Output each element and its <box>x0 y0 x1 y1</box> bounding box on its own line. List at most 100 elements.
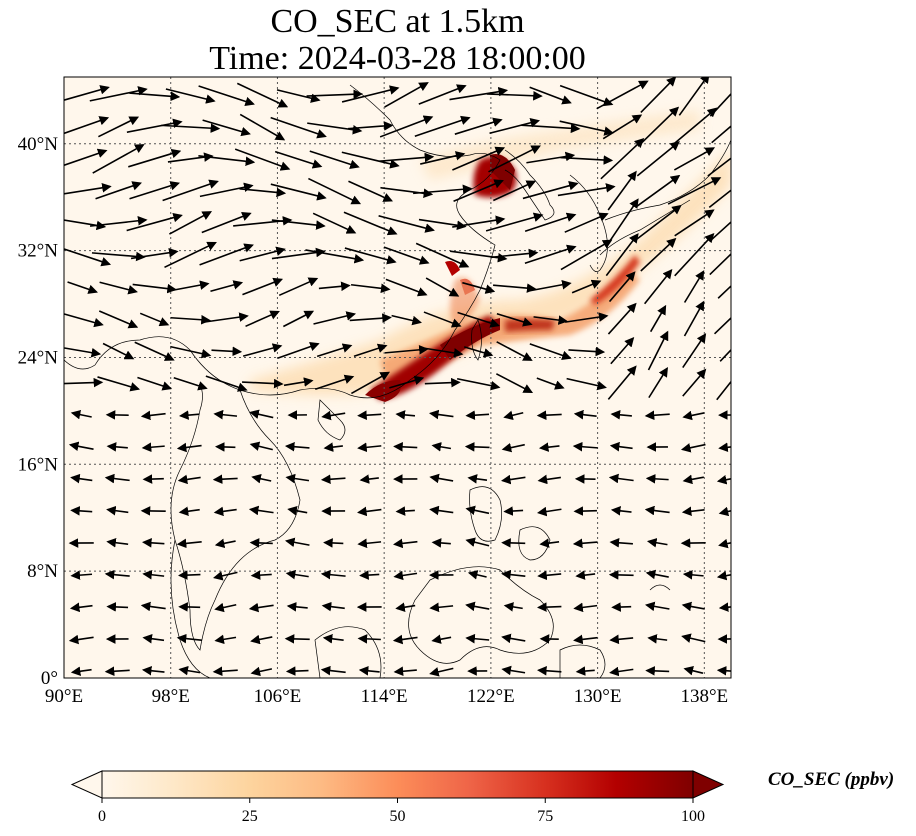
wind-vector <box>457 311 500 328</box>
wind-vector <box>393 538 418 549</box>
wind-vector <box>462 281 496 294</box>
wind-vector <box>503 602 523 612</box>
wind-vector <box>716 570 731 581</box>
wind-vector <box>215 442 236 452</box>
colorbar-title: CO_SEC (ppbv) <box>768 769 895 790</box>
wind-vector <box>176 633 202 644</box>
wind-vector <box>242 343 283 357</box>
wind-vector <box>423 311 462 328</box>
wind-vector <box>609 537 633 548</box>
wind-vector <box>718 506 731 517</box>
wind-vector <box>202 119 251 137</box>
wind-vector <box>453 179 504 203</box>
colorbar-extend-low <box>70 770 103 799</box>
wind-vectors <box>64 77 731 677</box>
wind-vector <box>70 506 93 516</box>
wind-vector <box>683 300 705 337</box>
wind-vector <box>640 77 677 114</box>
wind-vector <box>501 665 526 676</box>
wind-vector <box>274 150 323 169</box>
wind-vector <box>99 281 138 295</box>
wind-vector <box>306 89 364 100</box>
wind-vector <box>536 506 562 517</box>
wind-vector <box>350 283 391 294</box>
wind-vector <box>608 570 634 580</box>
wind-vector <box>415 242 470 268</box>
wind-vector <box>98 116 140 138</box>
wind-vector <box>176 538 202 549</box>
wind-vector <box>529 343 572 360</box>
wind-vector <box>524 212 577 233</box>
wind-vector <box>637 106 680 147</box>
wind-vector <box>68 634 94 645</box>
wind-vector <box>501 633 526 644</box>
x-tick-label: 138°E <box>680 686 728 707</box>
wind-vector <box>529 280 572 292</box>
wind-vector <box>636 174 681 207</box>
map-area <box>64 77 731 678</box>
wind-vector <box>245 310 280 328</box>
wind-vector <box>647 634 668 644</box>
wind-vector <box>559 120 614 136</box>
wind-vector <box>201 211 252 234</box>
wind-vector <box>106 537 129 548</box>
wind-vector <box>539 538 560 548</box>
wind-vector <box>104 569 130 580</box>
wind-vector <box>708 189 731 209</box>
wind-vector <box>359 474 379 484</box>
wind-vector <box>611 602 632 612</box>
wind-vector <box>70 473 93 484</box>
wind-vector <box>198 85 255 107</box>
wind-vector <box>607 170 637 211</box>
wind-vector <box>489 118 541 135</box>
wind-vector <box>560 155 614 165</box>
wind-vector <box>575 666 595 676</box>
wind-vector <box>465 537 490 547</box>
wind-vector <box>393 666 417 677</box>
wind-vector <box>384 82 429 108</box>
wind-vector <box>168 211 213 235</box>
wind-vector <box>214 634 237 645</box>
wind-vector <box>385 278 428 297</box>
wind-vector <box>320 474 346 485</box>
wind-vector <box>69 602 93 613</box>
wind-vector <box>213 571 238 581</box>
wind-vector <box>608 473 634 484</box>
wind-vector <box>309 150 360 169</box>
wind-vector <box>322 634 344 644</box>
wind-vector <box>566 377 607 391</box>
wind-vector <box>573 634 598 645</box>
wind-vector <box>349 313 392 323</box>
wind-vector <box>321 601 345 612</box>
wind-vector <box>421 347 464 358</box>
wind-vector <box>178 506 200 517</box>
wind-vector <box>537 665 562 676</box>
wind-vector <box>640 237 677 272</box>
wind-vector <box>64 347 102 358</box>
wind-vector <box>353 343 388 357</box>
wind-vector <box>573 602 598 613</box>
wind-vector <box>210 280 244 293</box>
wind-vector <box>162 179 219 202</box>
wind-vector <box>572 441 598 452</box>
wind-vector <box>284 441 310 452</box>
wind-vector <box>212 666 238 677</box>
wind-vector <box>64 116 110 135</box>
wind-vector <box>378 215 435 233</box>
colorbar-extend-high <box>692 770 725 799</box>
wind-vector <box>316 343 353 358</box>
wind-vector <box>359 570 380 580</box>
wind-vector <box>198 155 256 167</box>
wind-vector <box>717 284 731 299</box>
colorbar-tick-label: 100 <box>681 808 705 825</box>
wind-vector <box>270 116 327 139</box>
wind-vector <box>648 367 668 399</box>
wind-vector <box>91 251 146 262</box>
wind-vector <box>164 241 217 269</box>
wind-vector <box>716 474 731 485</box>
wind-vector <box>392 634 418 645</box>
wind-vector <box>710 221 731 242</box>
wind-vector <box>645 666 670 676</box>
wind-vector <box>609 634 634 645</box>
wind-vector <box>485 212 544 232</box>
